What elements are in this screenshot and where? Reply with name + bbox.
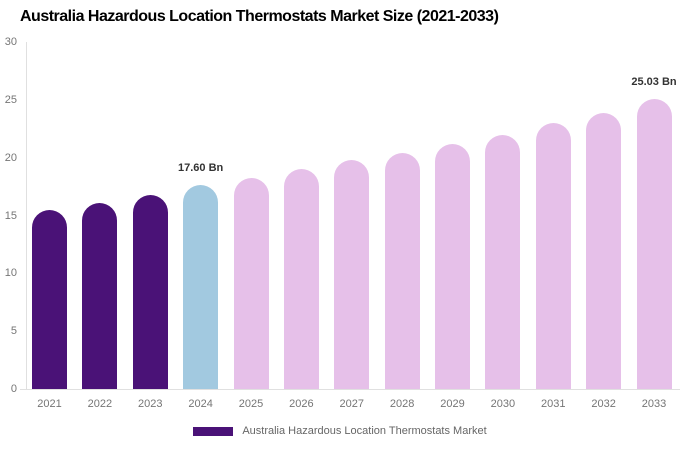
y-tick-label: 5 — [10, 325, 17, 338]
data-label-2033: 25.03 Bn — [631, 76, 677, 89]
y-tick-label: 25 — [4, 93, 17, 106]
bar-2031 — [535, 122, 571, 389]
x-category-label-2032: 2032 — [591, 398, 616, 410]
x-category-label-2025: 2025 — [238, 398, 264, 410]
bar-2023 — [132, 194, 168, 389]
legend: Australia Hazardous Location Thermostats… — [0, 425, 680, 437]
y-tick-label: 30 — [4, 36, 17, 48]
x-category-label-2027: 2027 — [339, 398, 364, 410]
x-category-label-2021: 2021 — [37, 398, 62, 410]
x-axis-line — [20, 389, 680, 390]
bar-2025 — [233, 178, 269, 389]
bar-2029 — [435, 143, 470, 389]
bar-2033 — [636, 99, 672, 389]
bar-2028 — [384, 153, 420, 389]
y-tick-label: 0 — [10, 383, 17, 395]
legend-label: Australia Hazardous Location Thermostats… — [242, 425, 487, 437]
chart-title: Australia Hazardous Location Thermostats… — [20, 8, 499, 25]
x-category-label-2022: 2022 — [87, 398, 113, 410]
x-category-label-2029: 2029 — [440, 398, 465, 410]
data-label-2024: 17.60 Bn — [178, 162, 224, 175]
bar-2021 — [32, 209, 67, 389]
x-category-label-2026: 2026 — [289, 398, 314, 410]
x-category-label-2028: 2028 — [389, 398, 415, 410]
y-tick-label: 10 — [4, 267, 17, 280]
x-category-label-2024: 2024 — [188, 398, 213, 410]
bar-2026 — [283, 169, 319, 389]
bar-2022 — [82, 202, 118, 389]
x-category-label-2031: 2031 — [541, 398, 566, 410]
bar-2030 — [485, 134, 521, 389]
bar-2032 — [586, 112, 622, 389]
legend-swatch — [193, 426, 234, 436]
y-axis-line — [26, 42, 27, 389]
bar-2024 — [183, 185, 219, 389]
y-tick-label: 20 — [4, 151, 17, 164]
x-category-label-2023: 2023 — [138, 398, 163, 410]
x-category-label-2030: 2030 — [490, 398, 516, 410]
bar-2027 — [334, 159, 370, 389]
y-tick-label: 15 — [4, 209, 17, 222]
x-category-label-2033: 2033 — [641, 398, 667, 410]
